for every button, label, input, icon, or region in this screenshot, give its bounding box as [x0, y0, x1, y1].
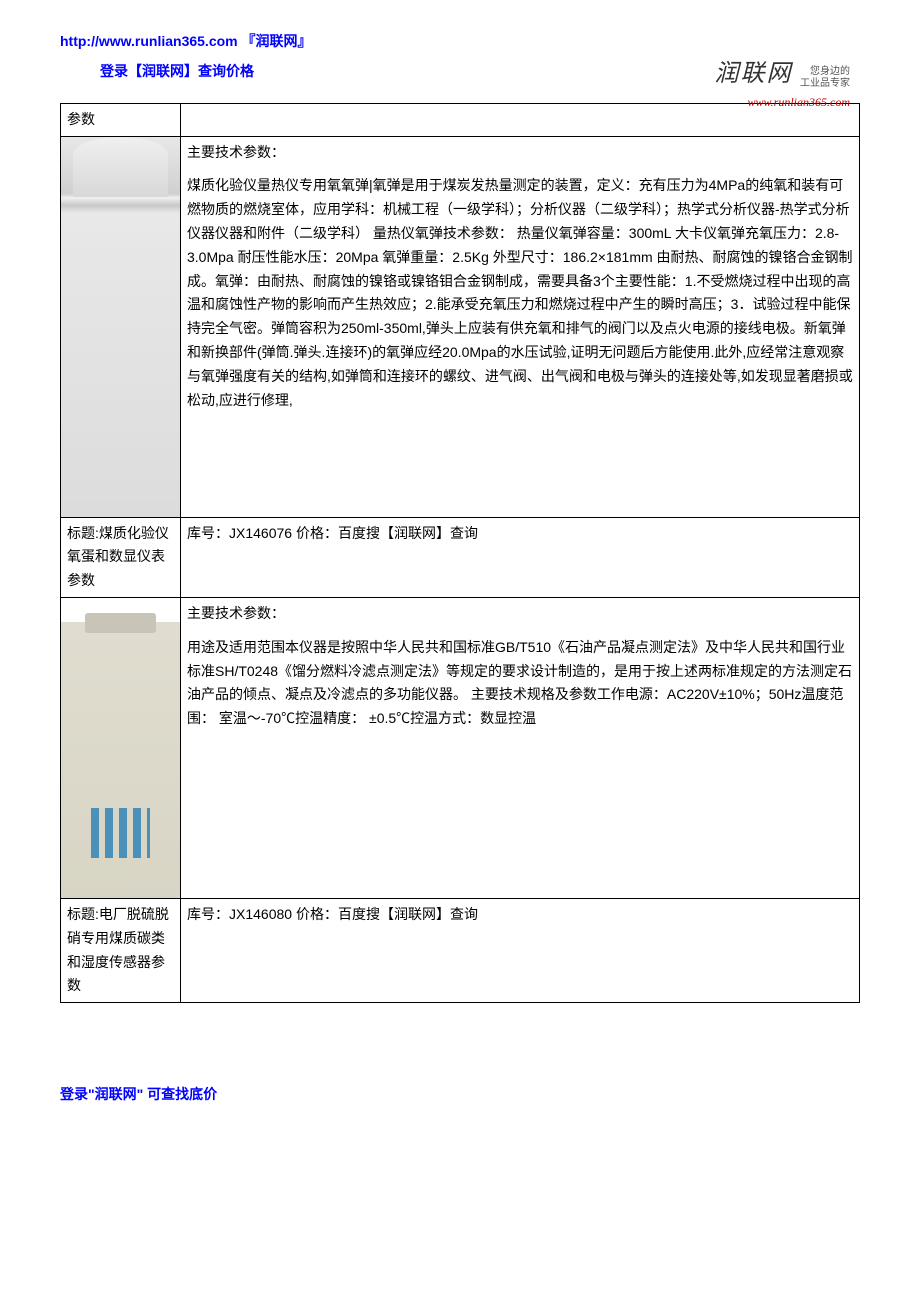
logo-tagline: 您身边的 工业品专家	[800, 66, 850, 90]
header-url-link[interactable]: http://www.runlian365.com 『润联网』	[60, 30, 860, 52]
spec-header: 主要技术参数：	[187, 602, 853, 626]
cell-info: 库号：JX146076 价格：百度搜【润联网】查询	[181, 517, 860, 597]
cell-info: 库号：JX146080 价格：百度搜【润联网】查询	[181, 898, 860, 1002]
logo-brand: 润联网	[715, 61, 793, 87]
cell-image	[61, 597, 181, 898]
cell-left: 参数	[61, 103, 181, 136]
cell-title: 标题:电厂脱硫脱硝专用煤质碳类和湿度传感器参数	[61, 898, 181, 1002]
spec-table: 参数 主要技术参数： 煤质化验仪量热仪专用氧氧弹|氧弹是用于煤炭发热量测定的装置…	[60, 103, 860, 1003]
cell-title: 标题:煤质化验仪氧蛋和数显仪表参数	[61, 517, 181, 597]
table-row: 标题:煤质化验仪氧蛋和数显仪表参数 库号：JX146076 价格：百度搜【润联网…	[61, 517, 860, 597]
spec-header: 主要技术参数：	[187, 141, 853, 165]
table-row: 标题:电厂脱硫脱硝专用煤质碳类和湿度传感器参数 库号：JX146080 价格：百…	[61, 898, 860, 1002]
cell-image	[61, 136, 181, 517]
device-image-2	[61, 598, 180, 898]
table-row: 主要技术参数： 煤质化验仪量热仪专用氧氧弹|氧弹是用于煤炭发热量测定的装置，定义…	[61, 136, 860, 517]
spec-body: 用途及适用范围本仪器是按照中华人民共和国标准GB/T510《石油产品凝点测定法》…	[187, 636, 853, 731]
cell-spec: 主要技术参数： 煤质化验仪量热仪专用氧氧弹|氧弹是用于煤炭发热量测定的装置，定义…	[181, 136, 860, 517]
logo-block: 润联网 您身边的 工业品专家 www.runlian365.com	[715, 55, 851, 113]
logo-url: www.runlian365.com	[715, 93, 851, 112]
table-row: 主要技术参数： 用途及适用范围本仪器是按照中华人民共和国标准GB/T510《石油…	[61, 597, 860, 898]
spec-body: 煤质化验仪量热仪专用氧氧弹|氧弹是用于煤炭发热量测定的装置，定义：充有压力为4M…	[187, 174, 853, 412]
cell-spec: 主要技术参数： 用途及适用范围本仪器是按照中华人民共和国标准GB/T510《石油…	[181, 597, 860, 898]
device-image-1	[61, 137, 180, 517]
footer-link[interactable]: 登录"润联网" 可查找底价	[60, 1083, 860, 1105]
